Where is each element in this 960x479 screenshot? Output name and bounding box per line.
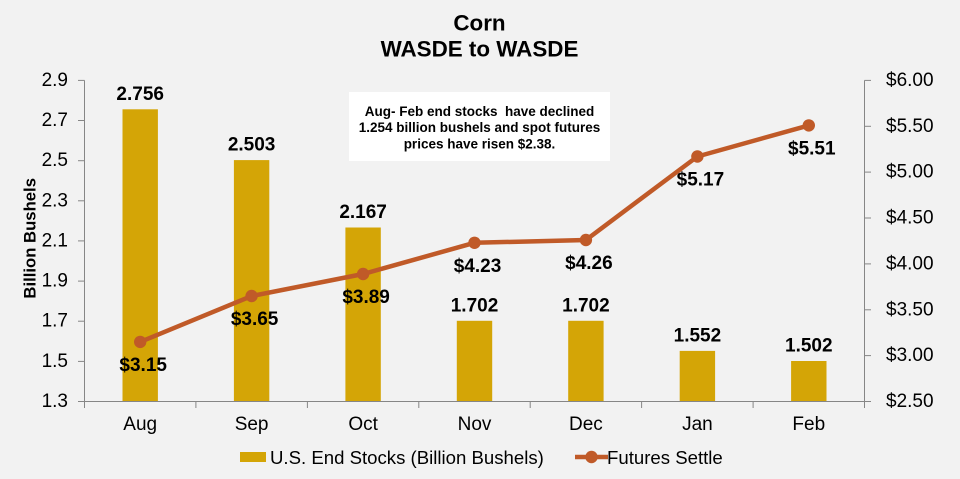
svg-text:$3.00: $3.00 xyxy=(886,345,934,366)
svg-text:Jan: Jan xyxy=(682,414,713,435)
svg-text:$5.17: $5.17 xyxy=(677,170,725,191)
svg-text:$3.65: $3.65 xyxy=(231,309,279,330)
svg-text:Futures Settle: Futures Settle xyxy=(607,447,723,468)
svg-text:Aug- Feb end stocks have decl: Aug- Feb end stocks have declined xyxy=(365,104,595,119)
svg-text:1.9: 1.9 xyxy=(42,271,68,292)
svg-text:1.7: 1.7 xyxy=(42,311,68,332)
svg-text:$3.15: $3.15 xyxy=(119,355,167,376)
svg-text:1.552: 1.552 xyxy=(674,325,722,346)
svg-text:$5.51: $5.51 xyxy=(788,138,836,159)
svg-text:2.9: 2.9 xyxy=(42,70,68,91)
svg-text:WASDE to WASDE: WASDE to WASDE xyxy=(381,37,579,62)
svg-text:$3.89: $3.89 xyxy=(342,287,390,308)
svg-text:$3.50: $3.50 xyxy=(886,299,934,320)
svg-text:$4.00: $4.00 xyxy=(886,253,934,274)
svg-text:Aug: Aug xyxy=(123,414,157,435)
svg-text:Nov: Nov xyxy=(458,414,492,435)
svg-text:Sep: Sep xyxy=(235,414,269,435)
svg-text:2.167: 2.167 xyxy=(339,202,387,223)
svg-text:Oct: Oct xyxy=(348,414,378,435)
svg-text:Billion Bushels: Billion Bushels xyxy=(21,178,40,299)
svg-text:$6.00: $6.00 xyxy=(886,70,934,91)
svg-text:$2.50: $2.50 xyxy=(886,391,934,412)
svg-text:Feb: Feb xyxy=(792,414,825,435)
svg-text:$4.50: $4.50 xyxy=(886,208,934,229)
svg-text:1.3: 1.3 xyxy=(42,391,68,412)
svg-text:prices have risen $2.38.: prices have risen $2.38. xyxy=(404,136,556,151)
svg-text:2.756: 2.756 xyxy=(116,84,164,105)
svg-text:2.3: 2.3 xyxy=(42,190,68,211)
svg-text:Dec: Dec xyxy=(569,414,603,435)
svg-text:2.503: 2.503 xyxy=(228,135,276,156)
svg-text:$4.26: $4.26 xyxy=(565,253,613,274)
svg-text:$5.00: $5.00 xyxy=(886,162,934,183)
svg-text:2.1: 2.1 xyxy=(42,230,68,251)
svg-text:2.5: 2.5 xyxy=(42,150,68,171)
svg-text:1.254 billion bushels and spot: 1.254 billion bushels and spot futures xyxy=(359,120,601,135)
svg-text:2.7: 2.7 xyxy=(42,110,68,131)
svg-text:U.S. End Stocks (Billion Bushe: U.S. End Stocks (Billion Bushels) xyxy=(270,447,544,468)
svg-text:1.702: 1.702 xyxy=(562,295,610,316)
svg-text:1.702: 1.702 xyxy=(451,295,499,316)
svg-text:$5.50: $5.50 xyxy=(886,116,934,137)
svg-text:1.5: 1.5 xyxy=(42,351,68,372)
svg-text:$4.23: $4.23 xyxy=(454,256,502,277)
svg-text:1.502: 1.502 xyxy=(785,336,833,357)
svg-text:Corn: Corn xyxy=(453,11,505,36)
